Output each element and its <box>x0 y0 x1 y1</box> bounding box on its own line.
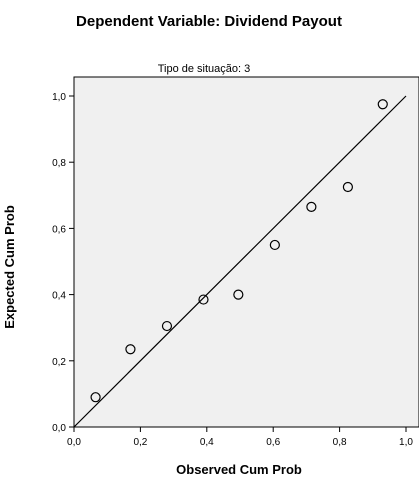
y-tick-label: 1,0 <box>52 92 66 103</box>
x-tick-label: 0,0 <box>67 437 81 448</box>
data-point <box>125 344 136 355</box>
y-tick-label: 0,0 <box>52 423 66 434</box>
x-tick-label: 0,2 <box>133 437 147 448</box>
data-point <box>377 99 388 110</box>
plot-area <box>73 76 419 428</box>
y-tick-label: 0,6 <box>52 224 66 235</box>
y-axis-label: Expected Cum Prob <box>2 205 17 329</box>
x-tick-label: 0,8 <box>333 437 347 448</box>
data-point <box>198 294 209 305</box>
data-point <box>269 239 280 251</box>
x-axis-ticks: 0,0 0,2 0,4 0,6 0,8 1,0 <box>67 427 413 448</box>
y-axis-ticks: 0,0 0,2 0,4 0,6 0,8 1,0 <box>52 92 74 434</box>
y-tick-label: 0,8 <box>52 158 66 169</box>
x-tick-label: 1,0 <box>399 437 413 448</box>
y-tick-label: 0,4 <box>52 291 66 302</box>
data-point <box>233 289 244 300</box>
data-point <box>90 392 101 403</box>
data-point <box>161 320 173 332</box>
data-point <box>306 201 317 212</box>
reference-line <box>73 95 407 428</box>
chart-title: Dependent Variable: Dividend Payout <box>76 13 342 30</box>
y-tick-label: 0,2 <box>52 357 66 368</box>
chart-subtitle: Tipo de situação: 3 <box>158 63 251 75</box>
x-tick-label: 0,6 <box>266 437 280 448</box>
x-tick-label: 0,4 <box>200 437 214 448</box>
data-point <box>342 181 353 193</box>
x-axis-label: Observed Cum Prob <box>176 462 302 477</box>
data-points <box>90 99 388 403</box>
